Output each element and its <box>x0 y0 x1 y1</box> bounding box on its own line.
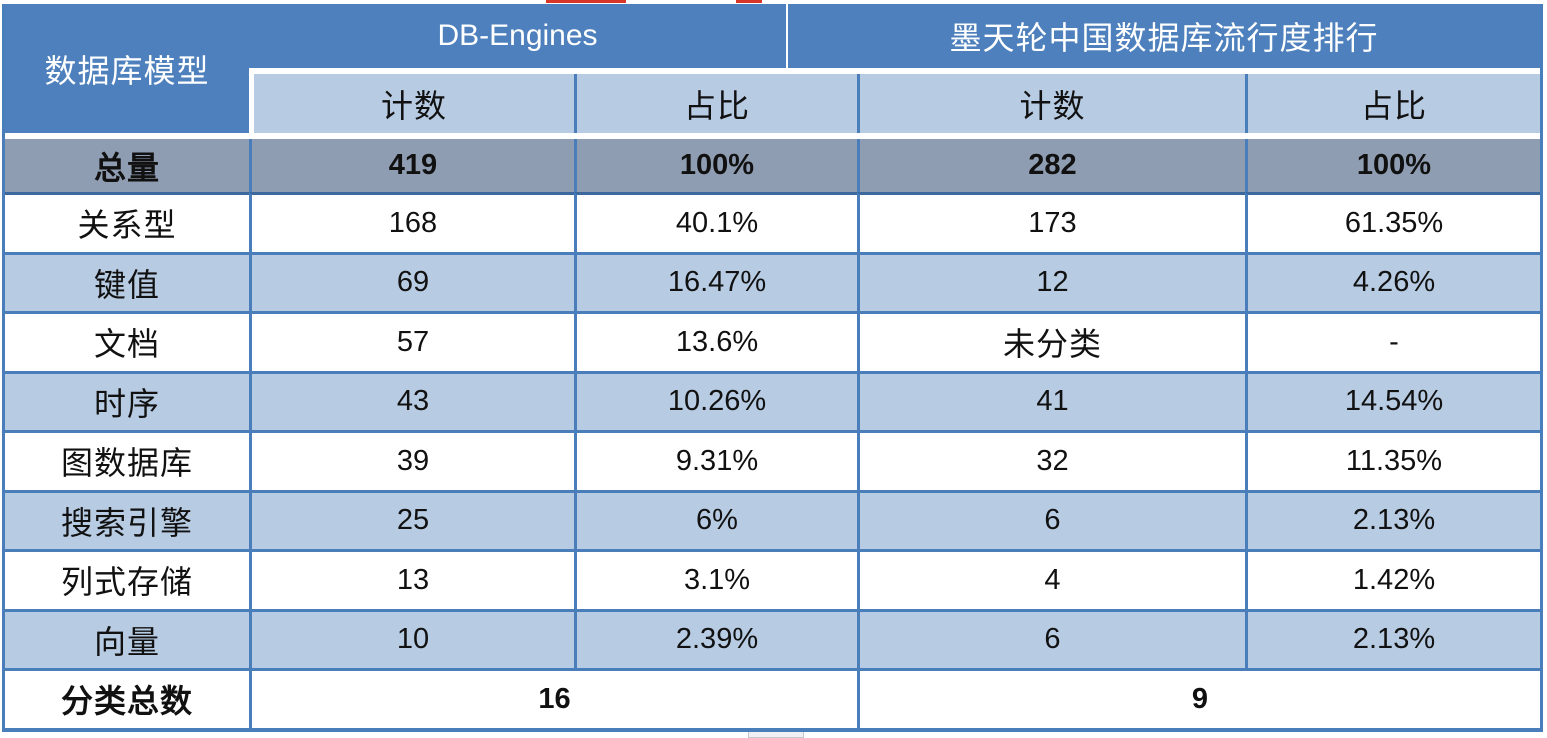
row-mt-share: 2.13% <box>1245 489 1540 549</box>
footer-mt-total: 9 <box>857 668 1540 728</box>
row-label: 列式存储 <box>5 549 249 609</box>
db-engines-header-cell: DB-Engines <box>249 4 786 68</box>
row-mt-count: 173 <box>857 192 1245 252</box>
row-mt-share: 11.35% <box>1245 430 1540 490</box>
row-label: 时序 <box>5 370 249 430</box>
total-mt-share: 100% <box>1245 139 1540 192</box>
total-de-count: 419 <box>249 139 574 192</box>
total-mt-count: 282 <box>857 139 1245 192</box>
row-label: 搜索引擎 <box>5 489 249 549</box>
row-mt-count: 6 <box>857 489 1245 549</box>
row-de-share: 9.31% <box>574 430 857 490</box>
row-de-share: 2.39% <box>574 608 857 668</box>
subheader-mt-count: 计数 <box>857 74 1245 133</box>
row-de-count: 168 <box>249 192 574 252</box>
row-de-count: 39 <box>249 430 574 490</box>
row-mt-count: 未分类 <box>857 311 1245 371</box>
row-mt-count: 32 <box>857 430 1245 490</box>
group-header-band: DB-Engines 墨天轮中国数据库流行度排行 <box>249 4 1540 68</box>
footer-de-total: 16 <box>249 668 857 728</box>
row-de-share: 13.6% <box>574 311 857 371</box>
row-mt-share: 61.35% <box>1245 192 1540 252</box>
row-mt-share: 4.26% <box>1245 251 1540 311</box>
row-mt-share: - <box>1245 311 1540 371</box>
row-label: 文档 <box>5 311 249 371</box>
row-mt-share: 1.42% <box>1245 549 1540 609</box>
top-crop-artifact <box>736 0 762 3</box>
row-mt-share: 14.54% <box>1245 370 1540 430</box>
row-de-share: 16.47% <box>574 251 857 311</box>
row-de-share: 6% <box>574 489 857 549</box>
motianlun-title: 墨天轮中国数据库流行度排行 <box>949 20 1379 56</box>
total-de-share: 100% <box>574 139 857 192</box>
row-de-count: 25 <box>249 489 574 549</box>
subheader-de-count: 计数 <box>249 74 574 133</box>
row-label: 图数据库 <box>5 430 249 490</box>
row-de-count: 69 <box>249 251 574 311</box>
row-mt-share: 2.13% <box>1245 608 1540 668</box>
row-mt-count: 6 <box>857 608 1245 668</box>
row-mt-count: 4 <box>857 549 1245 609</box>
scrollbar-fragment <box>748 731 804 738</box>
subheader-mt-share: 占比 <box>1245 74 1540 133</box>
row-de-count: 43 <box>249 370 574 430</box>
top-crop-artifact <box>546 0 626 3</box>
db-engines-title: DB-Engines <box>437 19 598 52</box>
row-mt-count: 12 <box>857 251 1245 311</box>
database-model-comparison-table: 数据库模型 DB-Engines 墨天轮中国数据库流行度排行 计数 占比 计数 … <box>2 4 1543 732</box>
total-row-gap <box>5 133 1540 139</box>
total-row-label: 总量 <box>5 139 249 192</box>
row-label: 向量 <box>5 608 249 668</box>
row-de-share: 3.1% <box>574 549 857 609</box>
row-mt-count: 41 <box>857 370 1245 430</box>
header-divider <box>786 4 788 68</box>
row-de-count: 10 <box>249 608 574 668</box>
row-de-count: 13 <box>249 549 574 609</box>
header-gap <box>249 68 1540 74</box>
row-de-share: 10.26% <box>574 370 857 430</box>
subheader-de-share: 占比 <box>574 74 857 133</box>
corner-header-cell: 数据库模型 <box>5 4 249 133</box>
row-label: 键值 <box>5 251 249 311</box>
footer-label: 分类总数 <box>5 668 249 728</box>
row-label: 关系型 <box>5 192 249 252</box>
motianlun-header-cell: 墨天轮中国数据库流行度排行 <box>788 4 1540 68</box>
row-de-share: 40.1% <box>574 192 857 252</box>
row-de-count: 57 <box>249 311 574 371</box>
